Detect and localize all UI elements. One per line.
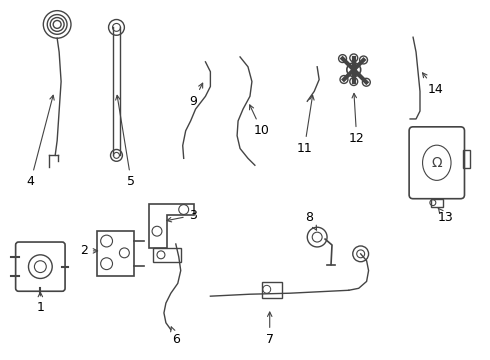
Text: 14: 14 — [422, 73, 443, 96]
Bar — [97, 231, 134, 275]
Text: 9: 9 — [190, 83, 203, 108]
Text: 10: 10 — [249, 105, 270, 137]
Text: 8: 8 — [305, 211, 317, 230]
Text: 2: 2 — [80, 244, 98, 257]
Text: 4: 4 — [26, 95, 54, 189]
Bar — [153, 248, 181, 262]
Text: 7: 7 — [266, 312, 274, 346]
Text: 11: 11 — [296, 95, 314, 155]
Text: 3: 3 — [167, 209, 196, 222]
Text: Ω: Ω — [432, 156, 442, 170]
Text: 5: 5 — [116, 95, 135, 189]
Text: 6: 6 — [171, 327, 180, 346]
Text: 12: 12 — [349, 94, 365, 145]
Bar — [262, 282, 282, 298]
Bar — [431, 199, 443, 207]
Bar — [463, 150, 470, 168]
Text: 13: 13 — [438, 208, 454, 224]
Text: 1: 1 — [36, 292, 44, 315]
